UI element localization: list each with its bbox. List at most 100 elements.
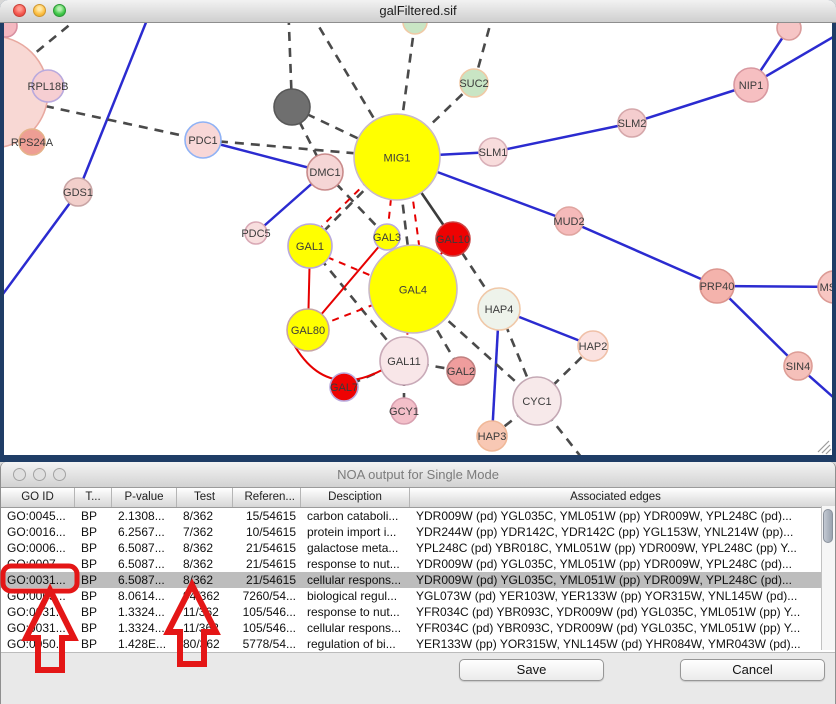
graph-edge-pp[interactable] <box>631 83 752 125</box>
table-cell: YPL248C (pd) YBR018C, YML051W (pp) YDR00… <box>416 541 797 555</box>
graph-edge-dash[interactable] <box>308 245 406 362</box>
node-label-PDC1: PDC1 <box>188 135 217 147</box>
column-header-associatededges[interactable]: Associated edges <box>570 491 661 503</box>
table-cell: response to nut... <box>307 557 400 571</box>
noa-window-titlebar[interactable]: NOA output for Single Mode <box>1 462 835 488</box>
scrollbar-thumb[interactable] <box>823 509 833 543</box>
resize-grip-icon[interactable] <box>825 448 832 455</box>
node-PRP40[interactable] <box>699 268 735 304</box>
table-row[interactable]: GO:0007... BP 6.5087... 8/362 21/54615 respon… <box>1 556 835 572</box>
network-canvas[interactable]: RPL18B RPS24A GDS1 PDC1 MIG1 DMC1 SUC2 SLM1 SLM2… <box>4 23 832 455</box>
node-GAL10[interactable] <box>435 221 471 257</box>
table-cell: 10/54615 <box>245 525 296 539</box>
node-HAP3[interactable] <box>476 420 508 452</box>
graph-edge-dash[interactable] <box>44 104 204 142</box>
table-row[interactable]: GO:0031... BP 6.5087... 8/362 21/54615 cellul… <box>1 572 835 588</box>
node-SLM1[interactable] <box>478 137 508 167</box>
node-GAL2[interactable] <box>446 356 476 386</box>
node-top-right-pink-node[interactable] <box>776 23 802 41</box>
node-MSL1[interactable] <box>817 270 832 304</box>
table-cell: 8.0614... <box>118 589 165 603</box>
graph-edge-pp[interactable] <box>202 138 326 174</box>
node-RPS24A[interactable] <box>18 128 46 156</box>
column-header-referen[interactable]: Referen... <box>233 488 301 507</box>
vertical-scrollbar[interactable] <box>821 506 835 650</box>
graph-edge-red[interactable] <box>292 342 383 382</box>
node-PDC5[interactable] <box>244 221 268 245</box>
node-label-PDC5: PDC5 <box>241 228 270 240</box>
node-CYC1[interactable] <box>512 376 562 426</box>
table-row[interactable]: GO:0016... BP 6.2567... 7/362 10/54615 protei… <box>1 524 835 540</box>
graph-edge-pp[interactable] <box>716 285 799 367</box>
graph-edge-dash[interactable] <box>412 288 538 402</box>
node-SUC2[interactable] <box>459 68 489 98</box>
node-RPL18B[interactable] <box>31 69 65 103</box>
table-row[interactable]: GO:0006... BP 6.5087... 8/362 21/54615 galact… <box>1 540 835 556</box>
node-gray-node[interactable] <box>273 88 311 126</box>
node-GDS1[interactable] <box>63 177 93 207</box>
graph-edge-pp[interactable] <box>492 121 633 154</box>
node-MUD2[interactable] <box>554 206 584 236</box>
table-cell: 8/362 <box>183 573 214 587</box>
node-label-PRP40: PRP40 <box>700 281 735 293</box>
node-SLM2[interactable] <box>617 108 647 138</box>
column-header-goid[interactable]: GO ID <box>1 488 75 507</box>
graph-edge-dash[interactable] <box>535 400 585 455</box>
table-row[interactable]: GO:0031... BP 1.3324... 11/362 105/546... cel… <box>1 620 835 636</box>
column-header-t[interactable]: T... <box>75 488 112 507</box>
resize-grip-icon[interactable] <box>817 440 830 453</box>
table-cell: 1.3324... <box>118 605 165 619</box>
graph-window-titlebar[interactable]: galFiltered.sif <box>0 0 836 23</box>
resize-grip-icon[interactable] <box>821 444 831 454</box>
minimize-button[interactable] <box>33 4 46 17</box>
table-row[interactable]: GO:0065... BP 8.0614... 94/362 7260/54... bio… <box>1 588 835 604</box>
graph-edge-pp[interactable] <box>568 219 718 288</box>
minimize-button-inactive[interactable] <box>33 468 46 481</box>
table-row[interactable]: GO:0031... BP 1.3324... 11/362 105/546... res… <box>1 604 835 620</box>
graph-edge-dash[interactable] <box>287 23 294 108</box>
close-button-inactive[interactable] <box>13 468 26 481</box>
node-label-RPL18B: RPL18B <box>28 81 69 93</box>
node-top-green-node[interactable] <box>402 23 428 35</box>
table-cell: 21/54615 <box>245 557 296 571</box>
zoom-button[interactable] <box>53 4 66 17</box>
node-DMC1[interactable] <box>306 153 344 191</box>
node-GAL3[interactable] <box>373 223 401 251</box>
node-label-MSL1: MSL1 <box>820 282 832 294</box>
node-GAL4[interactable] <box>368 244 458 334</box>
column-header-pvalue[interactable]: P-value <box>112 488 177 507</box>
table-cell: GO:0050... <box>7 637 66 651</box>
close-button[interactable] <box>13 4 26 17</box>
cancel-button[interactable]: Cancel <box>680 659 825 681</box>
column-header-test[interactable]: Test <box>177 488 233 507</box>
save-button[interactable]: Save <box>459 659 604 681</box>
node-SIN4[interactable] <box>783 351 813 381</box>
node-PDC1[interactable] <box>184 121 222 159</box>
table-row[interactable]: GO:0045... BP 2.1308... 8/362 15/54615 carbon… <box>1 508 835 524</box>
node-GAL7[interactable] <box>329 372 359 402</box>
graph-edge-pp[interactable] <box>76 23 155 193</box>
node-GAL11[interactable] <box>379 336 429 386</box>
node-corner-pink-node[interactable] <box>4 23 18 38</box>
table-cell: protein import i... <box>307 525 397 539</box>
noa-window-title: NOA output for Single Mode <box>337 467 499 482</box>
table-cell: YDR009W (pd) YGL035C, YML051W (pp) YDR00… <box>416 557 792 571</box>
node-HAP2[interactable] <box>577 330 609 362</box>
table-row[interactable]: GO:0050... BP 1.428E... 80/362 5778/54... reg… <box>1 636 835 652</box>
graph-edge-dash[interactable] <box>290 106 327 173</box>
node-label-GAL3: GAL3 <box>373 232 401 244</box>
table-cell: GO:0045... <box>7 509 66 523</box>
node-MIG1[interactable] <box>353 113 441 201</box>
node-HAP4[interactable] <box>477 287 521 331</box>
table-cell: 8/362 <box>183 509 214 523</box>
column-header-desciption[interactable]: Desciption <box>301 488 410 507</box>
table-cell: GO:0031... <box>7 621 66 635</box>
node-GAL80[interactable] <box>286 308 330 352</box>
table-cell: YFR034C (pd) YBR093C, YDR009W (pd) YGL03… <box>416 605 801 619</box>
node-NIP1[interactable] <box>733 67 769 103</box>
node-GAL1[interactable] <box>287 223 333 269</box>
zoom-button-inactive[interactable] <box>53 468 66 481</box>
node-GCY1[interactable] <box>390 397 418 425</box>
table-cell: cellular respons... <box>307 573 402 587</box>
graph-edge-pp[interactable] <box>4 191 80 298</box>
